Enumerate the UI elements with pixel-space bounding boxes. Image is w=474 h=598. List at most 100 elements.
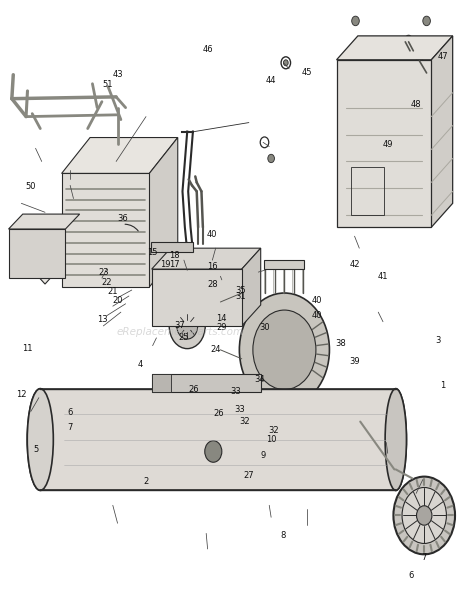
Circle shape xyxy=(156,242,164,253)
Polygon shape xyxy=(337,60,431,227)
Text: 31: 31 xyxy=(236,291,246,301)
Text: 33: 33 xyxy=(234,405,245,414)
Circle shape xyxy=(169,259,190,285)
Text: 10: 10 xyxy=(266,435,276,444)
Text: 39: 39 xyxy=(349,357,360,367)
Polygon shape xyxy=(431,36,453,227)
Polygon shape xyxy=(151,242,193,252)
Text: 44: 44 xyxy=(266,76,276,86)
Text: 45: 45 xyxy=(302,68,312,78)
Text: 12: 12 xyxy=(16,390,27,399)
Text: 22: 22 xyxy=(101,277,112,287)
Polygon shape xyxy=(152,248,261,269)
Text: 9: 9 xyxy=(260,451,266,460)
Text: 5: 5 xyxy=(33,445,38,454)
Circle shape xyxy=(417,506,432,525)
Text: 7: 7 xyxy=(421,553,427,562)
Circle shape xyxy=(423,16,430,26)
Text: 1: 1 xyxy=(440,381,446,390)
Text: 2: 2 xyxy=(143,477,149,486)
Text: 15: 15 xyxy=(147,248,158,257)
Circle shape xyxy=(268,154,274,163)
Text: 40: 40 xyxy=(311,311,322,321)
Text: 6: 6 xyxy=(409,570,414,580)
Text: 32: 32 xyxy=(269,426,279,435)
Polygon shape xyxy=(149,138,178,287)
Text: 18: 18 xyxy=(169,251,180,261)
Text: 49: 49 xyxy=(383,140,393,150)
Circle shape xyxy=(283,60,288,66)
Polygon shape xyxy=(62,173,149,287)
Text: 7: 7 xyxy=(67,423,73,432)
Polygon shape xyxy=(242,248,261,326)
Text: 30: 30 xyxy=(259,323,270,332)
Ellipse shape xyxy=(27,389,53,490)
Text: 20: 20 xyxy=(112,295,123,305)
Text: 35: 35 xyxy=(236,285,246,295)
Text: 37: 37 xyxy=(174,321,184,331)
Polygon shape xyxy=(152,374,261,392)
Circle shape xyxy=(205,441,222,462)
Text: 47: 47 xyxy=(438,52,448,62)
Circle shape xyxy=(180,293,194,311)
Text: eReplacementParts.com: eReplacementParts.com xyxy=(117,327,244,337)
Polygon shape xyxy=(152,374,171,392)
Text: 6: 6 xyxy=(67,408,73,417)
Text: 48: 48 xyxy=(411,100,421,109)
Text: 46: 46 xyxy=(202,44,213,54)
Text: 43: 43 xyxy=(112,70,123,80)
Polygon shape xyxy=(264,260,304,269)
Text: 17: 17 xyxy=(169,260,180,269)
Polygon shape xyxy=(337,36,453,60)
Circle shape xyxy=(29,247,40,261)
Polygon shape xyxy=(9,214,80,229)
Circle shape xyxy=(171,242,180,253)
Polygon shape xyxy=(26,242,64,284)
Circle shape xyxy=(352,16,359,26)
Text: 3: 3 xyxy=(436,336,441,346)
Circle shape xyxy=(177,313,198,339)
Circle shape xyxy=(160,291,177,313)
Polygon shape xyxy=(40,389,396,490)
Text: 8: 8 xyxy=(281,530,286,540)
Text: 11: 11 xyxy=(22,343,33,353)
Circle shape xyxy=(43,247,55,261)
Text: 23: 23 xyxy=(98,267,109,277)
Text: 26: 26 xyxy=(214,409,224,419)
Text: 16: 16 xyxy=(207,261,218,271)
Polygon shape xyxy=(152,269,242,326)
Text: 27: 27 xyxy=(244,471,254,480)
Ellipse shape xyxy=(385,389,406,490)
Text: 25: 25 xyxy=(179,333,189,343)
Ellipse shape xyxy=(27,389,53,490)
Circle shape xyxy=(253,310,316,390)
Text: 29: 29 xyxy=(217,323,227,332)
Text: 21: 21 xyxy=(108,287,118,297)
Ellipse shape xyxy=(385,389,406,490)
Text: 50: 50 xyxy=(26,182,36,191)
Text: 24: 24 xyxy=(210,345,221,355)
Circle shape xyxy=(15,247,26,261)
Text: 28: 28 xyxy=(207,279,218,289)
Text: 14: 14 xyxy=(217,313,227,323)
Text: 51: 51 xyxy=(103,80,113,90)
Text: 26: 26 xyxy=(188,385,199,395)
Text: 38: 38 xyxy=(335,339,346,349)
Text: 42: 42 xyxy=(349,260,360,269)
Text: 40: 40 xyxy=(311,295,322,305)
Circle shape xyxy=(213,260,230,281)
Circle shape xyxy=(405,35,412,45)
Circle shape xyxy=(416,56,423,64)
Polygon shape xyxy=(62,138,178,173)
Circle shape xyxy=(239,293,329,407)
Text: 33: 33 xyxy=(231,387,241,396)
Text: 34: 34 xyxy=(255,375,265,385)
Circle shape xyxy=(402,487,447,544)
Text: 13: 13 xyxy=(97,315,107,325)
Text: 4: 4 xyxy=(137,360,143,370)
Text: 41: 41 xyxy=(378,271,388,281)
Text: 36: 36 xyxy=(117,213,128,223)
Circle shape xyxy=(393,477,455,554)
Text: 32: 32 xyxy=(239,417,249,426)
Polygon shape xyxy=(9,229,65,278)
